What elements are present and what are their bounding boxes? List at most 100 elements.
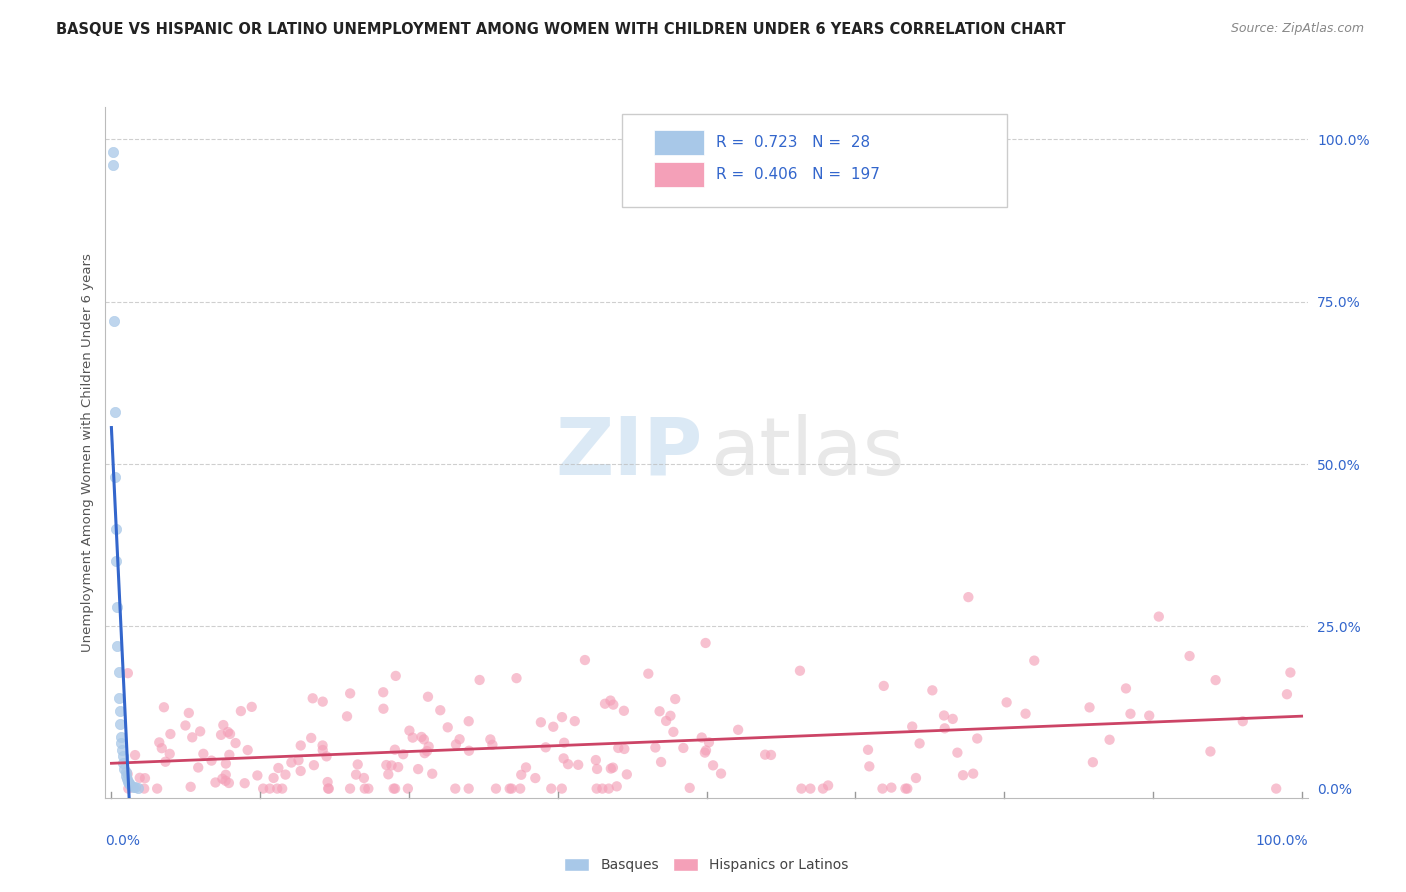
Point — [509, 781, 531, 796]
Text: 0.0%: 0.0% — [105, 834, 141, 848]
Point — [127, 780, 149, 795]
Point — [679, 780, 702, 795]
Point — [159, 727, 181, 741]
Point — [637, 666, 659, 681]
FancyBboxPatch shape — [623, 114, 1007, 207]
Point — [290, 739, 312, 753]
Point — [710, 766, 733, 780]
Point — [214, 773, 236, 788]
Point — [114, 769, 136, 783]
Point — [1275, 687, 1298, 701]
Point — [357, 781, 380, 796]
Point — [1081, 756, 1104, 770]
Point — [382, 781, 405, 796]
Point — [104, 405, 127, 419]
Point — [1265, 781, 1288, 796]
Point — [188, 724, 211, 739]
Point — [1115, 681, 1137, 696]
Point — [187, 760, 209, 774]
Point — [312, 695, 335, 709]
Point — [449, 732, 471, 747]
Point — [384, 781, 406, 796]
Point — [344, 767, 367, 781]
Point — [396, 781, 419, 796]
Point — [117, 781, 139, 796]
Point — [458, 744, 481, 758]
Point — [1014, 706, 1036, 721]
Point — [105, 599, 128, 614]
Point — [515, 760, 537, 774]
Point — [398, 723, 420, 738]
Point — [287, 753, 309, 767]
Point — [727, 723, 749, 737]
Point — [402, 731, 425, 745]
Point — [564, 714, 586, 728]
Point — [416, 690, 439, 704]
Point — [499, 781, 522, 796]
Point — [114, 765, 136, 780]
Point — [790, 781, 813, 796]
Point — [1137, 708, 1160, 723]
Point — [217, 725, 239, 739]
Point — [672, 741, 695, 756]
Point — [211, 772, 233, 786]
Point — [444, 781, 467, 796]
Point — [585, 753, 607, 767]
Point — [1024, 654, 1046, 668]
Point — [413, 746, 436, 760]
Point — [524, 771, 547, 785]
Point — [995, 695, 1018, 709]
Point — [392, 747, 415, 762]
Text: Source: ZipAtlas.com: Source: ZipAtlas.com — [1230, 22, 1364, 36]
Point — [384, 742, 406, 756]
Point — [246, 768, 269, 782]
Point — [613, 742, 636, 756]
Point — [942, 712, 965, 726]
Point — [811, 781, 834, 796]
Point — [616, 767, 638, 781]
Point — [418, 739, 440, 754]
Point — [553, 751, 575, 765]
Text: ZIP: ZIP — [555, 414, 703, 491]
Point — [690, 731, 713, 745]
Point — [218, 747, 240, 762]
Point — [557, 757, 579, 772]
Legend: Basques, Hispanics or Latinos: Basques, Hispanics or Latinos — [560, 853, 853, 878]
Point — [101, 145, 124, 160]
Point — [599, 693, 621, 707]
Point — [420, 766, 443, 780]
Text: R =  0.406   N =  197: R = 0.406 N = 197 — [716, 167, 880, 182]
Point — [457, 714, 479, 729]
Point — [429, 703, 451, 717]
Point — [664, 692, 686, 706]
Point — [880, 780, 903, 795]
Point — [204, 775, 226, 789]
Point — [1078, 700, 1101, 714]
Point — [901, 720, 924, 734]
Point — [159, 747, 181, 761]
Y-axis label: Unemployment Among Women with Children Under 6 years: Unemployment Among Women with Children U… — [82, 253, 94, 652]
Point — [146, 781, 169, 796]
Point — [150, 741, 173, 756]
Point — [180, 780, 202, 794]
Point — [613, 704, 636, 718]
Point — [534, 740, 557, 755]
Point — [873, 679, 896, 693]
Point — [121, 780, 143, 794]
Point — [644, 740, 666, 755]
Point — [485, 781, 508, 796]
Point — [1279, 665, 1302, 680]
Point — [1205, 673, 1227, 687]
Point — [457, 781, 479, 796]
Point — [1119, 706, 1142, 721]
Point — [659, 708, 682, 723]
Point — [219, 727, 242, 741]
Point — [387, 760, 409, 774]
Point — [479, 732, 502, 747]
Point — [908, 736, 931, 750]
Point — [540, 781, 562, 796]
Point — [110, 736, 132, 750]
Point — [267, 761, 290, 775]
Point — [1232, 714, 1254, 729]
Point — [411, 730, 433, 744]
